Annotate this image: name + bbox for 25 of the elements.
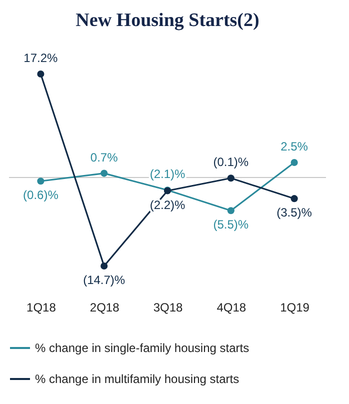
data-label: (0.6)%: [23, 188, 59, 202]
point: [227, 174, 234, 182]
legend-label: % change in multifamily housing starts: [35, 372, 240, 386]
legend-label: % change in single-family housing starts: [35, 341, 250, 355]
data-label: (3.5)%: [276, 206, 312, 220]
data-label: 17.2%: [24, 51, 58, 65]
point: [100, 170, 108, 177]
point: [37, 178, 44, 185]
point: [100, 262, 108, 270]
x-tick-label: 1Q18: [26, 300, 56, 314]
data-label: (2.1)%: [150, 167, 186, 182]
chart-title: New Housing Starts(2): [76, 10, 260, 31]
x-tick-label: 4Q18: [216, 300, 246, 314]
data-label: (14.7)%: [83, 273, 126, 287]
point: [227, 207, 234, 214]
data-label: 0.7%: [90, 150, 118, 164]
point: [37, 70, 44, 78]
x-tick-label: 2Q18: [90, 300, 120, 314]
point: [290, 158, 298, 166]
data-label: (0.1)%: [213, 155, 249, 170]
data-label: 2.5%: [280, 139, 308, 154]
x-tick-label: 3Q18: [153, 300, 183, 314]
point: [290, 195, 298, 202]
data-label: (5.5)%: [213, 218, 249, 232]
x-tick-label: 1Q19: [280, 300, 310, 314]
